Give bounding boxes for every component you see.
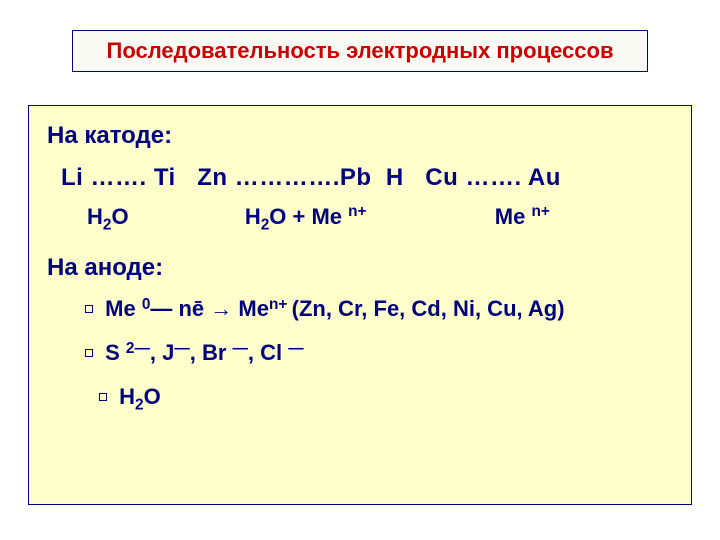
bullet-icon (99, 393, 107, 401)
series-seg2: Zn ………….Pb (197, 164, 371, 191)
a2-c: , Br (190, 340, 233, 365)
bullet-icon (85, 305, 93, 313)
anode-item-3: H2O (99, 384, 673, 414)
anode-header: На аноде: (47, 254, 673, 282)
a1-lead: Me (105, 296, 142, 321)
series-seg4: Cu ……. Au (425, 164, 561, 191)
cathode-products: H2O H2O + Me n+ Me n+ (87, 204, 673, 234)
prod1-base: H (87, 204, 103, 229)
prod2-mid: O + Me (269, 204, 348, 229)
a3-sub: 2 (135, 397, 144, 414)
anode-item-2: S 2―, J―, Br ―, Cl ― (85, 340, 673, 366)
a1-sup2: n+ (269, 296, 292, 313)
a3-base: H (119, 384, 135, 409)
a2-dsup: ― (288, 340, 303, 357)
a2-bsup: ― (174, 340, 189, 357)
series-seg1: Li ……. Ti (61, 164, 176, 191)
series-seg3: H (386, 164, 404, 191)
activity-series: Li ……. Ti Zn ………….Pb H Cu ……. Au (61, 164, 673, 192)
a2-d: , Cl (248, 340, 288, 365)
prod2-sub: 2 (261, 216, 270, 233)
prod1-tail: O (111, 204, 128, 229)
a1-tail: (Zn, Cr, Fe, Cd, Ni, Cu, Ag) (292, 296, 565, 321)
slide-title: Последовательность электродных процессов (107, 38, 614, 64)
prod2-sup: n+ (348, 203, 366, 220)
content-container: На катоде: Li ……. Ti Zn ………….Pb H Cu …….… (28, 105, 692, 505)
a2-a: S (105, 340, 126, 365)
cathode-header: На катоде: (47, 122, 673, 150)
a1-mid: ― nē → Me (150, 296, 269, 321)
prod2-base: H (245, 204, 261, 229)
prod3-sup: n+ (531, 203, 549, 220)
anode-item-1: Me 0― nē → Men+ (Zn, Cr, Fe, Cd, Ni, Cu,… (85, 296, 673, 322)
bullet-icon (85, 349, 93, 357)
prod3-base: Me (495, 204, 532, 229)
a2-csup: ― (233, 340, 248, 357)
title-container: Последовательность электродных процессов (72, 30, 648, 72)
a2-b: , J (150, 340, 174, 365)
a2-asup: 2― (126, 340, 150, 357)
a3-tail: O (144, 384, 161, 409)
a1-sup1: 0 (142, 296, 151, 313)
